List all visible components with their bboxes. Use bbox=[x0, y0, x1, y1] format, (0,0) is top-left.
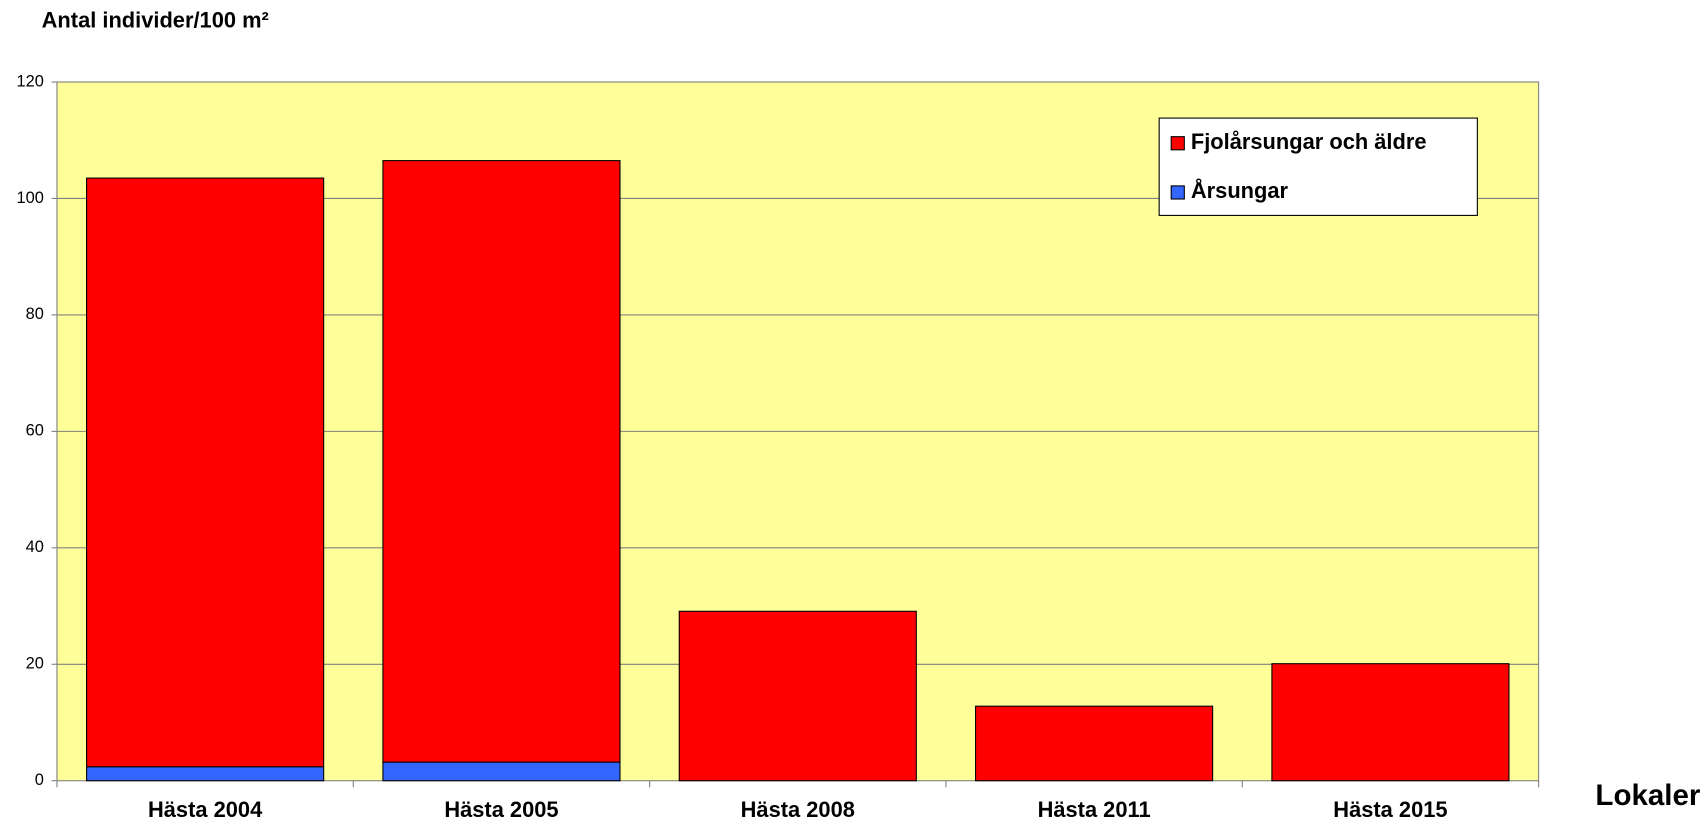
x-tick-label: Hästa 2004 bbox=[148, 797, 263, 819]
bar-segment bbox=[382, 761, 621, 782]
chart-title: Antal individer/100 m² bbox=[42, 8, 269, 33]
legend-swatch bbox=[1170, 185, 1185, 200]
y-tick-label: 120 bbox=[16, 72, 43, 90]
x-axis-label: Lokaler bbox=[1595, 779, 1701, 812]
legend-box bbox=[1158, 117, 1478, 216]
legend-label: Årsungar bbox=[1191, 177, 1289, 203]
y-tick-label: 0 bbox=[35, 771, 44, 789]
x-tick-label: Hästa 2011 bbox=[1038, 797, 1151, 819]
bar-segment bbox=[678, 610, 917, 782]
x-tick-label: Hästa 2015 bbox=[1333, 797, 1447, 819]
y-tick-label: 40 bbox=[26, 538, 44, 556]
bar-segment bbox=[86, 177, 325, 768]
bar-segment bbox=[382, 160, 621, 763]
legend-label: Fjolårsungar och äldre bbox=[1191, 129, 1427, 154]
y-tick-label: 60 bbox=[26, 422, 44, 440]
bar-segment bbox=[1271, 663, 1510, 782]
x-tick-label: Hästa 2005 bbox=[444, 797, 558, 819]
y-tick-label: 100 bbox=[16, 189, 43, 207]
y-tick-label: 80 bbox=[26, 305, 44, 323]
x-tick-label: Hästa 2008 bbox=[741, 797, 855, 819]
bar-segment bbox=[86, 766, 325, 782]
bar-segment bbox=[975, 705, 1214, 782]
legend-swatch bbox=[1170, 136, 1185, 151]
y-tick-label: 20 bbox=[26, 655, 44, 673]
